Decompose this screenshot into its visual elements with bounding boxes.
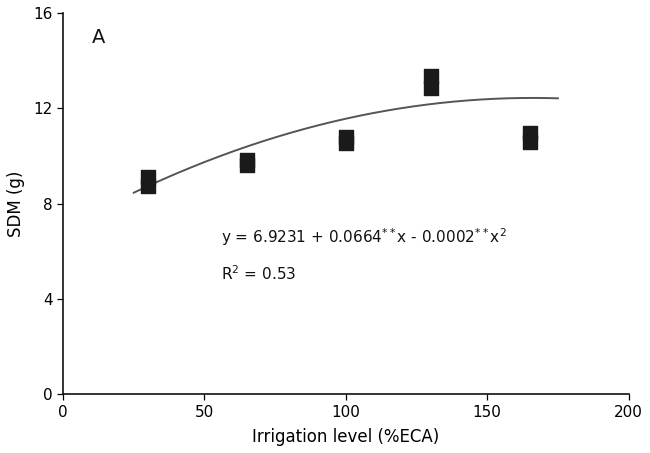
Text: R$^{2}$ = 0.53: R$^{2}$ = 0.53 <box>222 265 296 283</box>
Point <box>525 138 535 145</box>
Point <box>242 156 252 163</box>
Point <box>341 139 351 146</box>
Point <box>426 84 436 92</box>
X-axis label: Irrigation level (%ECA): Irrigation level (%ECA) <box>252 428 439 446</box>
Y-axis label: SDM (g): SDM (g) <box>7 170 25 237</box>
Text: A: A <box>92 28 105 47</box>
Point <box>242 162 252 169</box>
Point <box>341 133 351 140</box>
Point <box>143 182 153 189</box>
Text: y = 6.9231 + 0.0664$^{**}$x - 0.0002$^{**}$x$^{2}$: y = 6.9231 + 0.0664$^{**}$x - 0.0002$^{*… <box>222 226 507 248</box>
Point <box>525 130 535 137</box>
Point <box>143 174 153 181</box>
Point <box>426 72 436 80</box>
